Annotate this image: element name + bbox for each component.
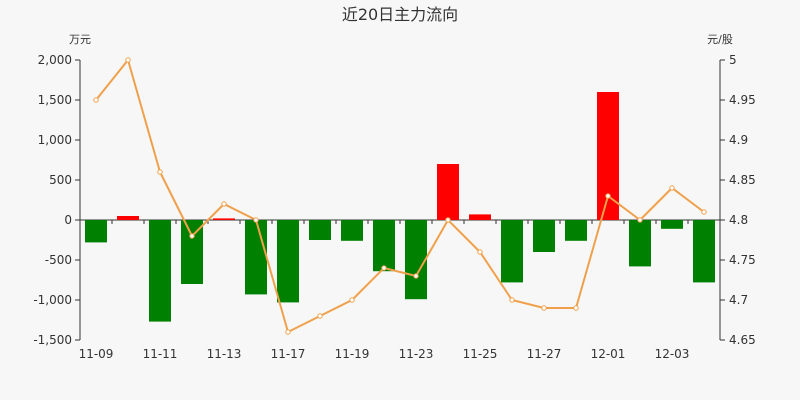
flow-bar [629, 220, 651, 267]
flow-bar [501, 220, 523, 283]
price-point [541, 305, 547, 311]
right-axis-ticks: 5 4.95 4.9 4.85 4.8 4.75 4.7 4.65 [720, 53, 756, 347]
price-point [253, 217, 259, 223]
flow-bar [341, 220, 363, 241]
flow-bars [85, 92, 715, 322]
flow-bar [437, 164, 459, 220]
left-tick-label: 1,000 [38, 133, 72, 147]
right-tick-label: 4.95 [729, 93, 756, 107]
left-tick-label: 2,000 [38, 53, 72, 67]
right-tick-label: 4.75 [729, 253, 756, 267]
right-tick-label: 4.8 [729, 213, 748, 227]
x-tick-label: 11-19 [335, 347, 370, 361]
flow-bar [117, 216, 139, 220]
price-point [669, 185, 675, 191]
flow-bar [693, 220, 715, 283]
left-tick-label: -1,000 [33, 293, 72, 307]
flow-bar [405, 220, 427, 300]
price-point [509, 297, 515, 303]
price-point [381, 265, 387, 271]
price-point [573, 305, 579, 311]
x-tick-label: 11-27 [527, 347, 562, 361]
flow-bar [565, 220, 587, 241]
x-tick-label: 11-13 [207, 347, 242, 361]
x-tick-label: 11-25 [463, 347, 498, 361]
left-tick-label: -500 [45, 253, 72, 267]
flow-bar [469, 214, 491, 220]
flow-bar [373, 220, 395, 272]
price-point [413, 273, 419, 279]
flow-bar [245, 220, 267, 295]
flow-bar [149, 220, 171, 322]
flow-bar [533, 220, 555, 252]
price-point [477, 249, 483, 255]
axes [79, 60, 721, 340]
flow-bar [309, 220, 331, 240]
right-tick-label: 4.85 [729, 173, 756, 187]
price-line [93, 57, 707, 335]
x-tick-label: 12-03 [655, 347, 690, 361]
price-point [637, 217, 643, 223]
left-axis-ticks: 2,000 1,500 1,000 500 0 -500 -1,000 -1,500 [33, 53, 80, 347]
price-point [93, 97, 99, 103]
flow-bar [85, 220, 107, 243]
price-point [317, 313, 323, 319]
chart-title: 近20日主力流向 [342, 5, 458, 24]
left-tick-label: -1,500 [33, 333, 72, 347]
price-point [349, 297, 355, 303]
flow-bar [661, 220, 683, 229]
x-tick-label: 11-09 [79, 347, 114, 361]
price-point [221, 201, 227, 207]
right-tick-label: 4.7 [729, 293, 748, 307]
x-tick-label: 11-11 [143, 347, 178, 361]
x-tick-label: 11-17 [271, 347, 306, 361]
flow-bar [597, 92, 619, 220]
x-tick-label: 11-23 [399, 347, 434, 361]
right-tick-label: 4.65 [729, 333, 756, 347]
flow-bar [181, 220, 203, 284]
x-tick-label: 12-01 [591, 347, 626, 361]
price-point [445, 217, 451, 223]
left-tick-label: 500 [49, 173, 72, 187]
left-tick-label: 0 [64, 213, 72, 227]
right-tick-label: 4.9 [729, 133, 748, 147]
left-axis-unit: 万元 [69, 33, 91, 46]
price-point [157, 169, 163, 175]
right-tick-label: 5 [729, 53, 737, 67]
price-point [701, 209, 707, 215]
flow-bar [213, 218, 235, 220]
flow-bar [277, 220, 299, 303]
price-point [605, 193, 611, 199]
price-point [189, 233, 195, 239]
price-point [285, 329, 291, 335]
x-axis-ticks: 11-09 11-11 11-13 11-17 11-19 11-23 11-25 11-27… [79, 220, 721, 361]
price-point [125, 57, 131, 63]
right-axis-unit: 元/股 [707, 33, 733, 46]
left-tick-label: 1,500 [38, 93, 72, 107]
price-line-path [95, 57, 705, 334]
